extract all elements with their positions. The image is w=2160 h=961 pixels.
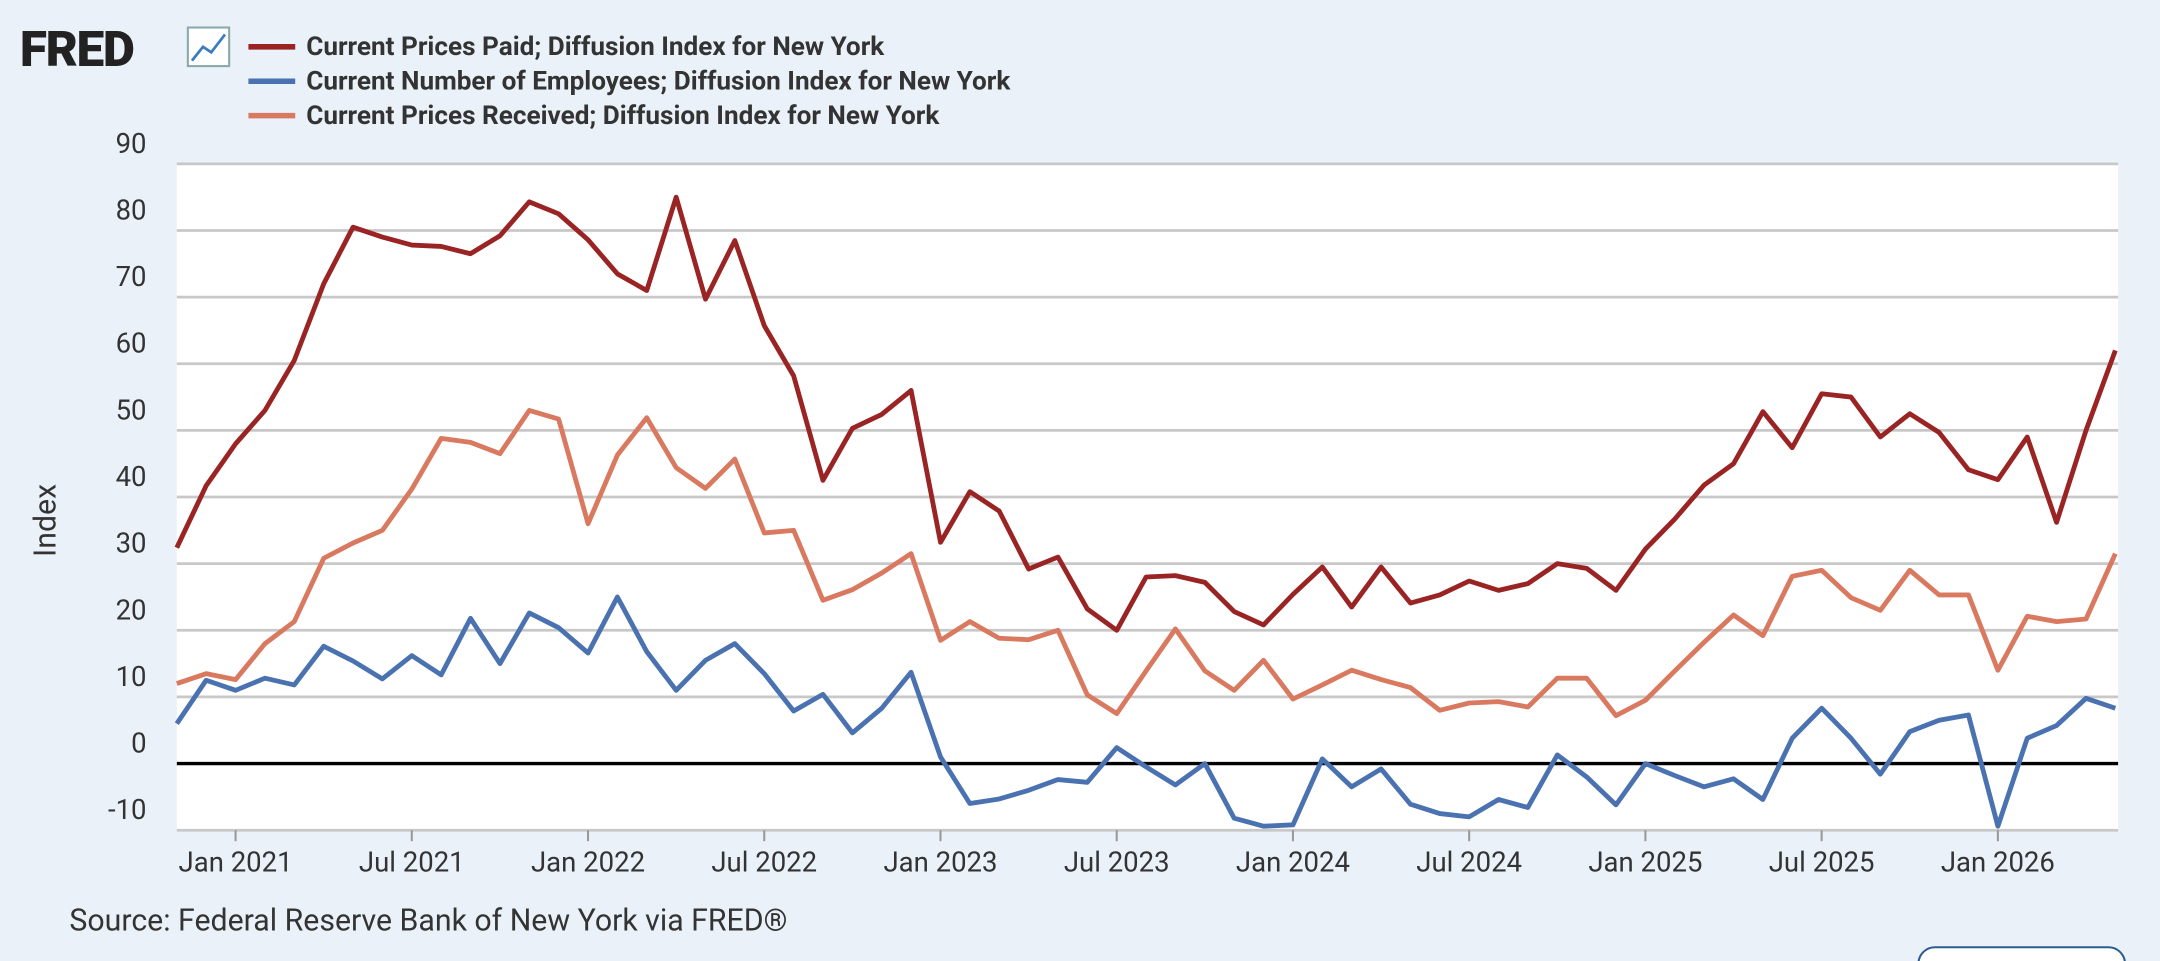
button[interactable] <box>1917 946 2126 961</box>
y-tick-label: 10 <box>116 660 147 693</box>
x-tick-label: Jul 2025 <box>1769 846 1875 879</box>
y-tick-label: 30 <box>116 527 147 560</box>
legend-label: Current Prices Paid; Diffusion Index for… <box>306 32 885 62</box>
x-tick-label: Jul 2021 <box>359 846 465 879</box>
source-note: Source: Federal Reserve Bank of New York… <box>69 904 787 939</box>
y-axis-label: Index <box>29 484 64 557</box>
x-tick-label: Jan 2022 <box>531 846 645 879</box>
legend-label: Current Number of Employees; Diffusion I… <box>306 66 1011 96</box>
x-tick-label: Jan 2025 <box>1588 846 1702 879</box>
series-line <box>176 408 2118 719</box>
series-line <box>174 194 2118 633</box>
y-tick-label: 60 <box>116 327 147 360</box>
y-tick-label: 40 <box>116 460 147 493</box>
x-tick-label: Jan 2026 <box>1941 846 2055 879</box>
y-tick-label: 70 <box>116 260 147 293</box>
y-tick-label: 50 <box>116 393 147 426</box>
y-tick-label: 0 <box>131 727 146 760</box>
x-tick-label: Jul 2024 <box>1416 846 1522 879</box>
series-line <box>174 594 2117 829</box>
x-tick-label: Jan 2023 <box>883 846 997 879</box>
y-tick-label: -10 <box>108 793 147 826</box>
x-tick-label: Jan 2024 <box>1236 846 1350 879</box>
logo-icon <box>186 26 231 68</box>
y-tick-label: 90 <box>116 127 147 160</box>
logo: FRED <box>20 21 134 79</box>
x-tick-label: Jul 2023 <box>1064 846 1170 879</box>
x-tick-label: Jul 2022 <box>711 846 817 879</box>
y-tick-label: 20 <box>116 593 147 626</box>
y-tick-label: 80 <box>116 193 147 226</box>
legend-label: Current Prices Received; Diffusion Index… <box>306 101 940 131</box>
x-tick-label: Jan 2021 <box>179 846 293 879</box>
